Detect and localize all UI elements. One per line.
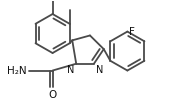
Text: N: N	[67, 65, 74, 75]
Text: F: F	[129, 27, 135, 37]
Text: H₂N: H₂N	[7, 66, 27, 76]
Text: N: N	[96, 65, 103, 75]
Text: O: O	[48, 90, 57, 100]
